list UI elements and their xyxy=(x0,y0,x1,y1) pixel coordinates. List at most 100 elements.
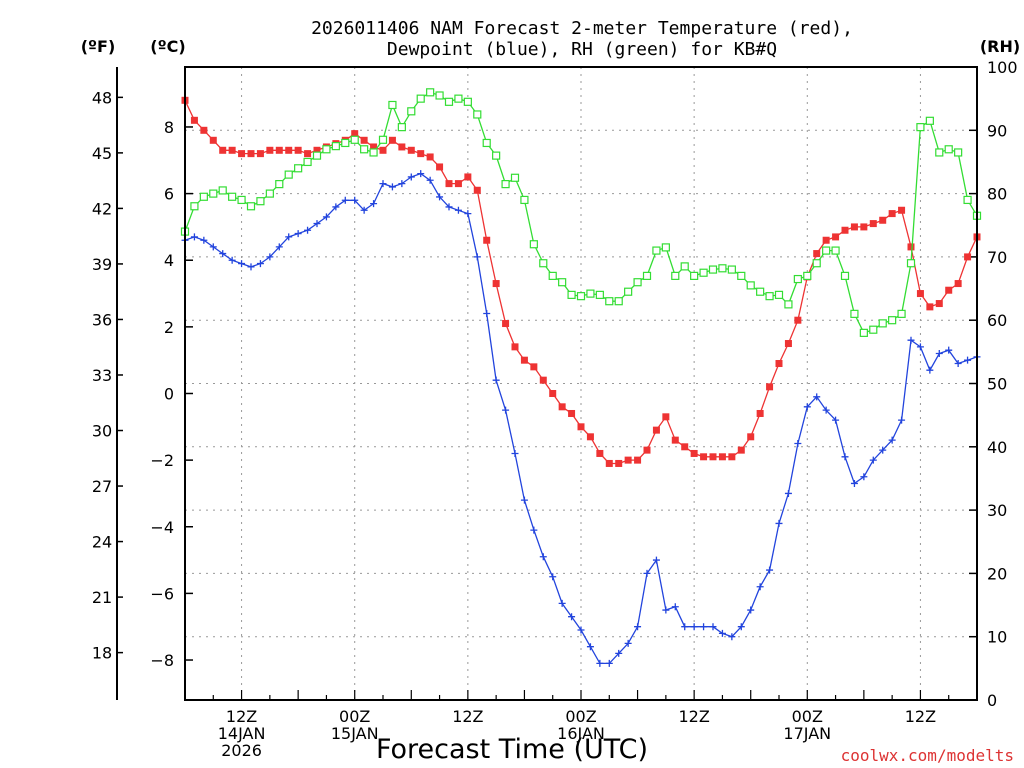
watermark: coolwx.com/modelts xyxy=(841,746,1014,765)
rh-point xyxy=(492,151,501,160)
temperature-point xyxy=(247,150,255,158)
temperature-point xyxy=(652,426,660,434)
temperature-point xyxy=(558,403,566,411)
rh-point xyxy=(784,300,793,309)
dewpoint-point xyxy=(360,206,368,214)
temperature-point xyxy=(370,143,378,151)
rh-point xyxy=(228,192,237,201)
rh-point xyxy=(190,202,199,211)
rh-point xyxy=(331,142,340,151)
rh-point xyxy=(888,316,897,325)
dewpoint-point xyxy=(445,203,453,211)
temperature-point xyxy=(728,453,736,461)
temperature-point xyxy=(586,433,594,441)
rh-point xyxy=(822,246,831,255)
dewpoint-point xyxy=(596,659,604,667)
temperature-point xyxy=(209,136,217,144)
rh-point xyxy=(727,265,736,274)
rh-point xyxy=(916,123,925,132)
dewpoint-point xyxy=(275,243,283,251)
rh-point xyxy=(397,123,406,132)
time-tick-label: 16JAN xyxy=(557,724,605,743)
rh-point xyxy=(558,278,567,287)
temperature-point xyxy=(954,280,962,288)
dewpoint-point xyxy=(313,220,321,228)
dewpoint-point xyxy=(238,260,246,268)
rh-point xyxy=(935,148,944,157)
dewpoint-point xyxy=(568,613,576,621)
dewpoint-point xyxy=(209,243,217,251)
fahrenheit-tick-label: 24 xyxy=(92,533,112,552)
temperature-point xyxy=(568,409,576,417)
temperature-point xyxy=(313,146,321,154)
dewpoint-point xyxy=(860,473,868,481)
rh-point xyxy=(303,157,312,167)
temperature-point xyxy=(718,453,726,461)
rh-point xyxy=(529,240,538,249)
fahrenheit-tick-label: 48 xyxy=(92,88,112,107)
dewpoint-point xyxy=(681,623,689,631)
dewpoint-point xyxy=(916,343,924,351)
rh-tick-label: 50 xyxy=(987,375,1007,394)
dewpoint-point xyxy=(690,623,698,631)
dewpoint-point xyxy=(718,629,726,637)
rh-point xyxy=(595,290,604,299)
fahrenheit-tick-label: 39 xyxy=(92,255,112,274)
dewpoint-point xyxy=(907,336,915,344)
rh-point xyxy=(699,268,708,277)
time-tick-label: 00Z xyxy=(339,707,370,726)
temperature-point xyxy=(850,223,858,231)
temperature-point xyxy=(737,446,745,454)
celsius-tick-label: 6 xyxy=(164,185,174,204)
rh-point xyxy=(944,145,953,154)
rh-point xyxy=(576,292,586,301)
rh-point xyxy=(954,148,963,157)
celsius-tick-label: 0 xyxy=(164,384,174,403)
dewpoint-point xyxy=(511,449,519,457)
rh-point xyxy=(925,116,934,125)
rh-point xyxy=(284,170,293,179)
temperature-point xyxy=(794,316,802,324)
dewpoint-point xyxy=(190,233,198,241)
dewpoint-point xyxy=(530,526,538,534)
rh-point xyxy=(322,145,331,154)
temperature-point xyxy=(275,146,283,154)
fahrenheit-tick-label: 33 xyxy=(92,366,112,385)
dewpoint-point xyxy=(332,203,340,211)
temperature-point xyxy=(454,180,462,188)
temperature-point xyxy=(898,206,906,214)
chart-subtitle: Dewpoint (blue), RH (green) for KB#Q xyxy=(387,39,777,60)
temperature-point xyxy=(916,290,924,298)
dewpoint-point xyxy=(492,376,500,384)
dewpoint-point xyxy=(426,176,434,184)
dewpoint-point xyxy=(945,346,953,354)
temperature-point xyxy=(530,363,538,371)
dewpoint-point xyxy=(869,456,877,464)
series-line-temperature xyxy=(184,100,978,465)
dewpoint-point xyxy=(747,606,755,614)
temperature-point xyxy=(228,146,236,154)
temperature-point xyxy=(747,433,755,441)
rh-point xyxy=(407,107,416,116)
temperature-point xyxy=(869,220,877,228)
temperature-point xyxy=(766,383,774,391)
dewpoint-point xyxy=(577,626,585,634)
rh-point xyxy=(605,297,614,306)
dewpoint-point xyxy=(784,489,792,497)
rh-point xyxy=(294,164,303,173)
temperature-point xyxy=(700,453,708,461)
temperature-point xyxy=(520,356,528,364)
rh-point xyxy=(539,259,548,268)
rh-tick-label: 70 xyxy=(987,248,1007,267)
temperature-point xyxy=(464,173,472,181)
time-tick-label: 2026 xyxy=(221,741,262,760)
rh-point xyxy=(840,271,850,280)
temperature-point xyxy=(926,303,934,311)
dewpoint-point xyxy=(662,606,670,614)
dewpoint-point xyxy=(483,310,491,318)
rh-tick-label: 20 xyxy=(987,564,1007,583)
dewpoint-point xyxy=(841,453,849,461)
temperature-point xyxy=(879,216,887,224)
temperature-point xyxy=(671,436,679,444)
